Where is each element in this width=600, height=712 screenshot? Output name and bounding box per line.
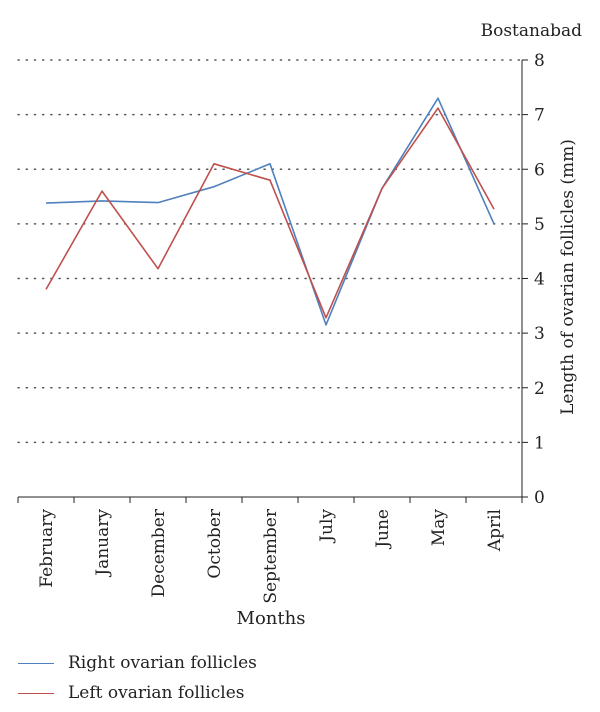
- y-tick-label-6: 6: [534, 160, 545, 180]
- legend: Right ovarian follicles Left ovarian fol…: [18, 648, 257, 708]
- y-tick-labels: 0 1 2 3 4 5 6 7 8: [534, 51, 545, 508]
- legend-item-left: Left ovarian follicles: [18, 678, 257, 708]
- series-line-0: [45, 97, 495, 326]
- y-axis-label: Length of ovarian follicles (mm): [558, 139, 578, 415]
- x-tick-label-7: May: [429, 509, 449, 547]
- series-line-1: [45, 107, 495, 319]
- x-axis-label: Months: [237, 608, 306, 629]
- y-tick-label-7: 7: [534, 106, 545, 126]
- legend-swatch-right: [18, 662, 54, 664]
- x-tick-label-8: April: [485, 509, 505, 552]
- line-chart: Bostanabad 0 1 2 3 4 5 6 7 8 February January Dece…: [17, 21, 583, 629]
- y-tick-label-4: 4: [534, 270, 545, 290]
- y-tick-label-3: 3: [534, 324, 545, 344]
- gridlines: [17, 59, 523, 444]
- series-lines: [45, 97, 495, 326]
- x-tick-label-6: June: [373, 509, 393, 550]
- x-tick-label-0: February: [37, 509, 57, 588]
- chart-title: Bostanabad: [481, 21, 583, 41]
- y-tick-label-8: 8: [534, 51, 545, 71]
- legend-label-left: Left ovarian follicles: [68, 683, 245, 703]
- y-tick-label-0: 0: [534, 488, 545, 508]
- x-tick-label-4: September: [261, 508, 281, 604]
- y-tick-label-2: 2: [534, 379, 545, 399]
- axes: [17, 59, 528, 503]
- x-tick-label-1: January: [93, 509, 113, 578]
- x-tick-label-3: October: [205, 508, 225, 578]
- legend-swatch-left: [18, 692, 54, 694]
- y-tick-label-1: 1: [534, 433, 545, 453]
- x-tick-label-5: July: [317, 509, 337, 544]
- x-tick-label-2: December: [149, 508, 169, 597]
- x-tick-labels: February January December October September J…: [37, 508, 505, 604]
- y-tick-label-5: 5: [534, 215, 545, 235]
- legend-item-right: Right ovarian follicles: [18, 648, 257, 678]
- legend-label-right: Right ovarian follicles: [68, 653, 257, 673]
